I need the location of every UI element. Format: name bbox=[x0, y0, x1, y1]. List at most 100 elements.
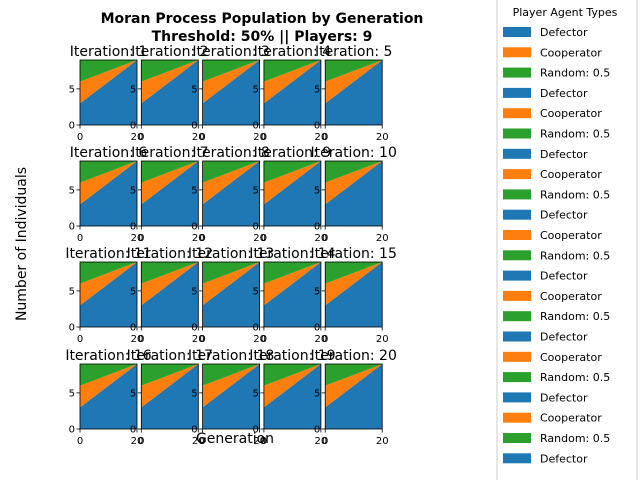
subplot-title: Iteration: 17 bbox=[127, 348, 213, 364]
chart-title: Moran Process Population by Generation bbox=[101, 11, 424, 27]
subplot-frame bbox=[324, 261, 383, 328]
y-tick-label: 0 bbox=[314, 425, 320, 436]
area-cooperator bbox=[263, 262, 321, 306]
legend-label: Random: 0.5 bbox=[540, 249, 610, 262]
subplot-title: Iteration: 1 bbox=[70, 44, 147, 60]
area-defector bbox=[80, 262, 137, 327]
legend-entry: Defector bbox=[503, 452, 588, 465]
area-defector bbox=[141, 60, 199, 125]
area-defector bbox=[325, 60, 383, 125]
y-tick-label: 5 bbox=[130, 388, 136, 399]
legend-entry: Defector bbox=[503, 331, 588, 344]
area-defector bbox=[202, 161, 260, 226]
x-tick-label: 0 bbox=[138, 334, 144, 345]
area-defector bbox=[263, 364, 321, 429]
y-tick-label: 0 bbox=[191, 121, 197, 132]
area-cooperator bbox=[80, 60, 137, 104]
x-tick-label: 0 bbox=[322, 436, 328, 447]
area-defector bbox=[263, 60, 321, 125]
subplot-title: Iteration: 8 bbox=[192, 145, 269, 161]
y-tick-label: 5 bbox=[130, 286, 136, 297]
legend-swatch bbox=[503, 290, 531, 301]
subplot-title: Iteration: 4 bbox=[254, 44, 332, 60]
legend-entry: Random: 0.5 bbox=[503, 67, 610, 80]
legend-entry: Random: 0.5 bbox=[503, 249, 610, 262]
legend-swatch bbox=[503, 87, 531, 98]
area-random-0-5 bbox=[141, 364, 199, 386]
area-random-0-5 bbox=[325, 60, 383, 82]
y-tick-label: 5 bbox=[253, 185, 259, 196]
legend-entry: Defector bbox=[503, 87, 588, 100]
y-tick-label: 0 bbox=[191, 323, 197, 334]
x-tick-label: 0 bbox=[77, 436, 83, 447]
subplot-title: Iteration: 5 bbox=[315, 44, 392, 60]
legend-label: Random: 0.5 bbox=[540, 371, 610, 384]
x-tick-label: 0 bbox=[138, 436, 144, 447]
legend-label: Defector bbox=[540, 26, 588, 39]
area-cooperator bbox=[325, 60, 383, 104]
y-tick-label: 5 bbox=[130, 185, 136, 196]
y-tick-label: 0 bbox=[130, 425, 136, 436]
y-tick-label: 0 bbox=[69, 323, 75, 334]
x-tick-label: 20 bbox=[315, 436, 328, 447]
legend-label: Cooperator bbox=[540, 107, 602, 120]
area-cooperator bbox=[141, 262, 199, 306]
y-tick-label: 5 bbox=[314, 84, 320, 95]
area-defector bbox=[141, 364, 199, 429]
area-cooperator bbox=[263, 364, 321, 408]
y-tick-label: 5 bbox=[130, 84, 136, 95]
subplot-frame bbox=[202, 160, 261, 227]
area-defector bbox=[202, 60, 260, 125]
area-defector bbox=[141, 161, 199, 226]
legend-entry: Cooperator bbox=[503, 351, 602, 364]
area-defector bbox=[263, 262, 321, 327]
y-tick-label: 0 bbox=[191, 425, 197, 436]
area-cooperator bbox=[80, 364, 137, 408]
legend-swatch bbox=[503, 351, 531, 362]
area-defector bbox=[80, 161, 137, 226]
x-tick-label: 20 bbox=[315, 334, 328, 345]
legend-swatch bbox=[503, 47, 531, 58]
x-tick-label: 0 bbox=[77, 334, 83, 345]
subplot-frame bbox=[263, 363, 322, 430]
x-tick-label: 0 bbox=[199, 233, 205, 244]
y-axis-label: Number of Individuals bbox=[14, 167, 30, 321]
x-tick-label: 20 bbox=[131, 132, 144, 143]
subplot-title: Iteration: 3 bbox=[192, 44, 269, 60]
legend-label: Cooperator bbox=[540, 46, 602, 59]
y-tick-label: 5 bbox=[314, 185, 320, 196]
legend-label: Cooperator bbox=[540, 229, 602, 242]
chart-subtitle: Threshold: 50% || Players: 9 bbox=[152, 29, 373, 45]
area-cooperator bbox=[263, 161, 321, 205]
y-tick-label: 5 bbox=[191, 286, 197, 297]
legend-entry: Cooperator bbox=[503, 229, 602, 242]
area-cooperator bbox=[141, 161, 199, 205]
subplot-frame bbox=[140, 160, 199, 227]
y-tick-label: 0 bbox=[69, 425, 75, 436]
subplot-frame bbox=[140, 261, 199, 328]
subplot-frame bbox=[202, 59, 261, 126]
area-cooperator bbox=[325, 161, 383, 205]
y-tick-label: 5 bbox=[69, 84, 75, 95]
y-tick-label: 5 bbox=[191, 185, 197, 196]
legend-box bbox=[496, 0, 638, 480]
area-random-0-5 bbox=[80, 161, 137, 183]
legend-entry: Defector bbox=[503, 26, 588, 39]
legend-entry: Cooperator bbox=[503, 412, 602, 425]
legend-swatch bbox=[503, 331, 531, 342]
subplot-frame bbox=[263, 160, 322, 227]
area-random-0-5 bbox=[202, 262, 260, 284]
legend-entry: Cooperator bbox=[503, 290, 602, 303]
x-tick-label: 20 bbox=[131, 334, 144, 345]
subplot-frame bbox=[140, 363, 199, 430]
y-tick-label: 5 bbox=[253, 84, 259, 95]
x-tick-label: 0 bbox=[199, 436, 205, 447]
area-defector bbox=[202, 364, 260, 429]
area-cooperator bbox=[325, 364, 383, 408]
